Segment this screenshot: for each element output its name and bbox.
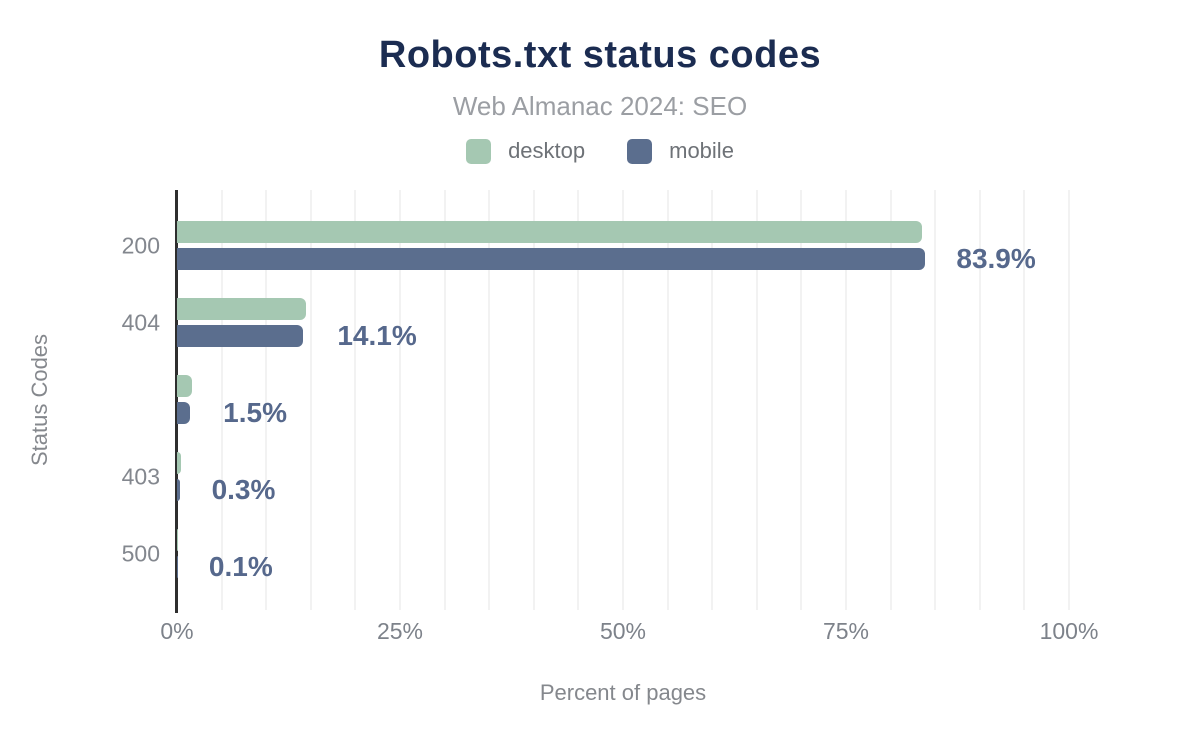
x-tick-label: 100% xyxy=(1039,618,1099,644)
gridline xyxy=(1068,190,1070,610)
category-label: 403 xyxy=(121,463,160,489)
bar-mobile[interactable] xyxy=(177,248,926,270)
bar-desktop[interactable] xyxy=(177,221,922,243)
bar-mobile[interactable] xyxy=(177,479,180,501)
bar-mobile[interactable] xyxy=(177,556,178,578)
bar-mobile[interactable] xyxy=(177,325,303,347)
category-label: 500 xyxy=(121,540,160,566)
data-label: 0.3% xyxy=(211,474,276,505)
legend-item-mobile[interactable]: mobile xyxy=(627,138,734,164)
x-tick-label: 0% xyxy=(160,618,194,644)
gridline xyxy=(934,190,937,610)
legend-item-desktop[interactable]: desktop xyxy=(466,138,585,164)
gridline xyxy=(800,190,803,610)
data-label: 0.1% xyxy=(208,551,273,582)
category-label: 200 xyxy=(121,232,160,258)
gridline xyxy=(399,190,401,610)
y-axis-title: Status Codes xyxy=(27,333,52,467)
gridline xyxy=(755,190,758,610)
gridline xyxy=(978,190,981,610)
chart-subtitle: Web Almanac 2024: SEO xyxy=(452,91,748,121)
gridline xyxy=(265,190,268,610)
gridline xyxy=(711,190,714,610)
data-label: 83.9% xyxy=(956,243,1036,274)
gridline xyxy=(488,190,491,610)
y-axis-line xyxy=(175,190,178,613)
x-tick-label: 25% xyxy=(376,618,424,644)
category-label: 404 xyxy=(121,309,160,335)
legend-label-mobile: mobile xyxy=(669,138,734,163)
gridline xyxy=(845,190,847,610)
gridline xyxy=(220,190,223,610)
gridline xyxy=(666,190,669,610)
x-tick-label: 50% xyxy=(599,618,647,644)
gridline xyxy=(622,190,624,610)
x-axis-title: Percent of pages xyxy=(539,680,707,705)
bar-desktop[interactable] xyxy=(177,375,193,397)
data-label: 14.1% xyxy=(337,320,417,351)
legend-label-desktop: desktop xyxy=(508,138,586,163)
gridline xyxy=(532,190,535,610)
bar-desktop[interactable] xyxy=(177,298,307,320)
gridline xyxy=(577,190,580,610)
bar-mobile[interactable] xyxy=(177,402,191,424)
gridline xyxy=(309,190,312,610)
data-label: 1.5% xyxy=(223,397,287,428)
gridline xyxy=(443,190,446,610)
gridline xyxy=(1023,190,1026,610)
x-tick-label: 75% xyxy=(822,618,870,644)
chart-title: Robots.txt status codes xyxy=(378,34,822,76)
gridline xyxy=(354,190,357,610)
bar-desktop[interactable] xyxy=(177,529,178,551)
mobile-swatch-icon xyxy=(627,138,653,164)
desktop-swatch-icon xyxy=(466,138,492,164)
legend: desktop mobile xyxy=(0,138,1200,164)
gridline xyxy=(889,190,892,610)
bar-desktop[interactable] xyxy=(177,452,181,474)
